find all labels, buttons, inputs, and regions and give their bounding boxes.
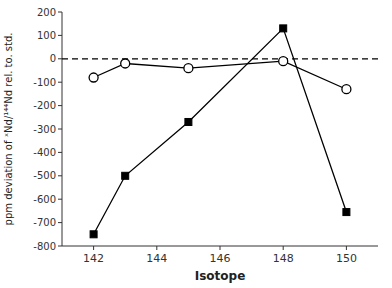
y-axis-label: ppm deviation of ˣNd/¹⁴⁴Nd rel. to. std. — [3, 33, 14, 226]
y-tick — [58, 175, 62, 176]
y-tick-label: 0 — [50, 53, 56, 64]
series-line — [94, 61, 347, 89]
data-point — [343, 209, 350, 216]
y-tick-label: -700 — [33, 217, 56, 228]
y-tick — [58, 35, 62, 36]
y-tick-label: -800 — [33, 241, 56, 252]
data-point — [280, 25, 287, 32]
x-tick — [283, 246, 284, 250]
y-tick-label: -600 — [33, 194, 56, 205]
y-tick-label: -200 — [33, 100, 56, 111]
y-tick — [58, 82, 62, 83]
x-tick-label: 142 — [83, 252, 104, 265]
x-tick-label: 144 — [146, 252, 167, 265]
plot-area — [62, 25, 378, 238]
y-tick — [58, 152, 62, 153]
data-point — [89, 73, 98, 82]
x-tick-label: 150 — [336, 252, 357, 265]
x-tick-label: 146 — [210, 252, 231, 265]
y-tick-label: -300 — [33, 124, 56, 135]
chart: 142 144 146 148 150 -800 -700 -600 -500 -400 -300 -… — [0, 0, 392, 288]
data-point — [342, 85, 351, 94]
y-tick — [58, 222, 62, 223]
y-tick-label: -100 — [33, 77, 56, 88]
data-point — [279, 57, 288, 66]
data-point — [90, 231, 97, 238]
y-tick — [58, 246, 62, 247]
y-tick-label: -400 — [33, 147, 56, 158]
y-tick — [58, 129, 62, 130]
x-tick — [93, 246, 94, 250]
y-tick — [58, 12, 62, 13]
series-line — [94, 28, 347, 234]
y-tick — [58, 58, 62, 59]
y-tick — [58, 199, 62, 200]
reference-line — [62, 58, 378, 59]
x-tick — [156, 246, 157, 250]
data-point — [122, 172, 129, 179]
data-point — [121, 59, 130, 68]
x-tick — [220, 246, 221, 250]
y-tick-label: -500 — [33, 170, 56, 181]
y-tick-label: 100 — [37, 30, 56, 41]
x-axis-label: Isotope — [195, 269, 246, 283]
x-tick-label: 148 — [273, 252, 294, 265]
x-tick — [346, 246, 347, 250]
data-point — [184, 64, 193, 73]
y-tick-label: 200 — [37, 7, 56, 18]
data-point — [185, 118, 192, 125]
y-tick — [58, 105, 62, 106]
